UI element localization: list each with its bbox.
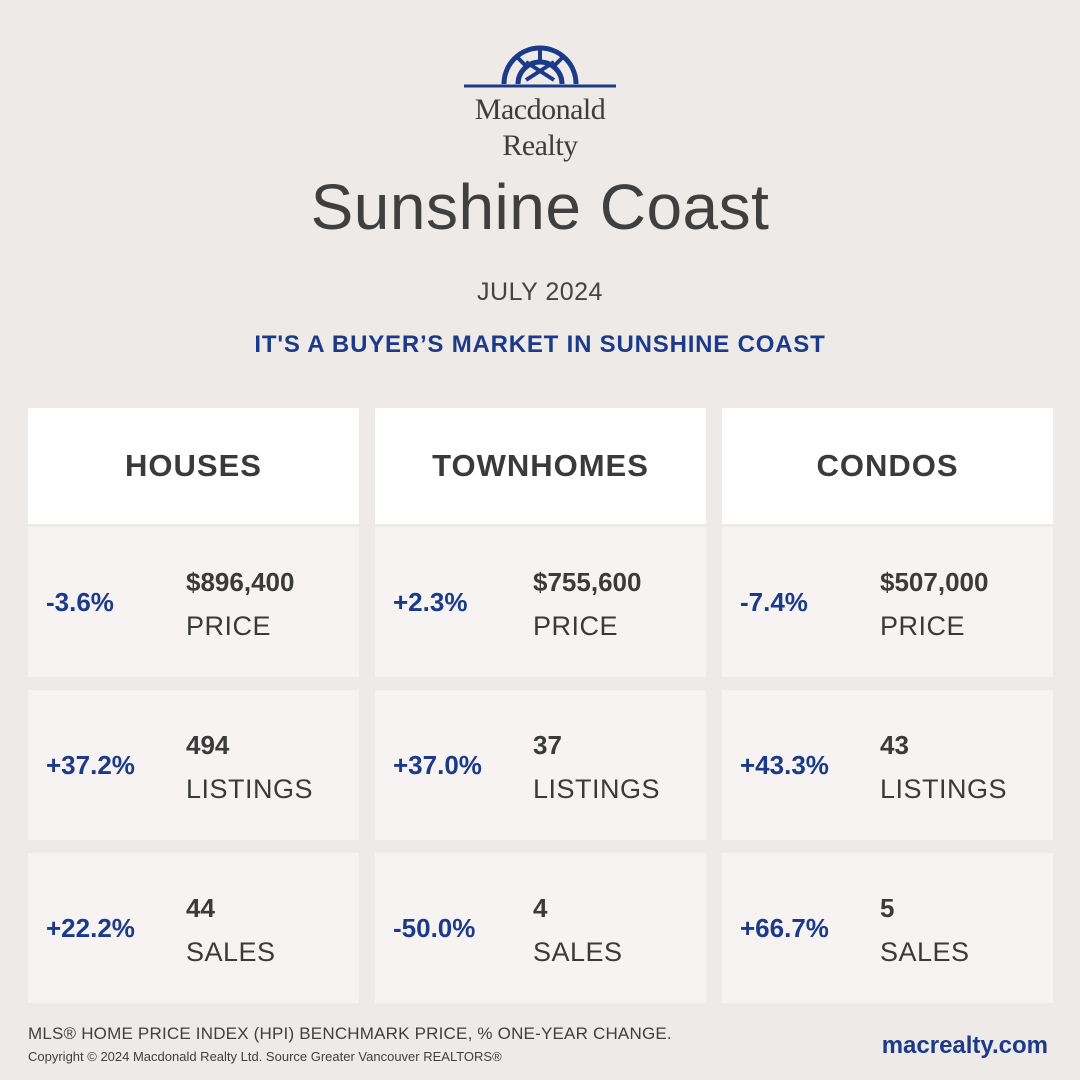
sales-label: SALES <box>186 937 276 967</box>
listings-value: 494 <box>186 730 230 760</box>
sales-label: SALES <box>880 937 970 967</box>
brand-logo: Macdonald Realty <box>460 38 620 163</box>
price-stat-card: -3.6% $896,400 PRICE <box>28 527 359 677</box>
page-title: Sunshine Coast <box>310 171 770 243</box>
listings-change: +37.2% <box>46 749 135 780</box>
sales-stat-card: +22.2% 44 SALES <box>28 853 359 1003</box>
column-header: TOWNHOMES <box>375 408 706 524</box>
price-label: PRICE <box>880 611 966 641</box>
sales-value: 4 <box>533 893 548 923</box>
price-value: $755,600 <box>533 567 642 597</box>
sales-value: 5 <box>880 893 895 923</box>
listings-value: 37 <box>533 730 562 760</box>
hpi-footnote: MLS® HOME PRICE INDEX (HPI) BENCHMARK PR… <box>28 1024 672 1043</box>
logo-wordmark-line2: Realty <box>502 129 578 162</box>
sales-change: +66.7% <box>740 912 829 943</box>
logo-wordmark-line1: Macdonald <box>474 93 606 126</box>
listings-label: LISTINGS <box>880 774 1008 804</box>
price-value: $896,400 <box>186 567 295 597</box>
listings-stat-card: +43.3% 43 LISTINGS <box>722 690 1053 840</box>
price-stat-card: -7.4% $507,000 PRICE <box>722 527 1053 677</box>
sales-value: 44 <box>186 893 215 923</box>
price-value: $507,000 <box>880 567 989 597</box>
column-header: HOUSES <box>28 408 359 524</box>
listings-value: 43 <box>880 730 909 760</box>
sales-change: +22.2% <box>46 912 135 943</box>
report-month: JULY 2024 <box>477 278 603 306</box>
column-header: CONDOS <box>722 408 1053 524</box>
sales-label: SALES <box>533 937 623 967</box>
price-label: PRICE <box>533 611 619 641</box>
listings-label: LISTINGS <box>533 774 661 804</box>
condos-column: CONDOS -7.4% $507,000 PRICE +43.3% 43 LI… <box>722 408 1053 1003</box>
listings-stat-card: +37.2% 494 LISTINGS <box>28 690 359 840</box>
copyright-notice: Copyright © 2024 Macdonald Realty Ltd. S… <box>28 1049 502 1064</box>
price-change: +2.3% <box>393 586 468 617</box>
logo-emblem-icon <box>464 45 616 88</box>
sales-stat-card: +66.7% 5 SALES <box>722 853 1053 1003</box>
price-label: PRICE <box>186 611 272 641</box>
listings-change: +43.3% <box>740 749 829 780</box>
price-change: -3.6% <box>46 586 114 617</box>
houses-column: HOUSES -3.6% $896,400 PRICE +37.2% 494 L… <box>28 408 359 1003</box>
townhomes-column: TOWNHOMES +2.3% $755,600 PRICE +37.0% 37… <box>375 408 706 1003</box>
listings-change: +37.0% <box>393 749 482 780</box>
price-stat-card: +2.3% $755,600 PRICE <box>375 527 706 677</box>
listings-stat-card: +37.0% 37 LISTINGS <box>375 690 706 840</box>
listings-label: LISTINGS <box>186 774 314 804</box>
market-tagline: IT'S A BUYER’S MARKET IN SUNSHINE COAST <box>254 331 826 358</box>
price-change: -7.4% <box>740 586 808 617</box>
website-link[interactable]: macrealty.com <box>881 1032 1048 1059</box>
sales-change: -50.0% <box>393 912 476 943</box>
sales-stat-card: -50.0% 4 SALES <box>375 853 706 1003</box>
